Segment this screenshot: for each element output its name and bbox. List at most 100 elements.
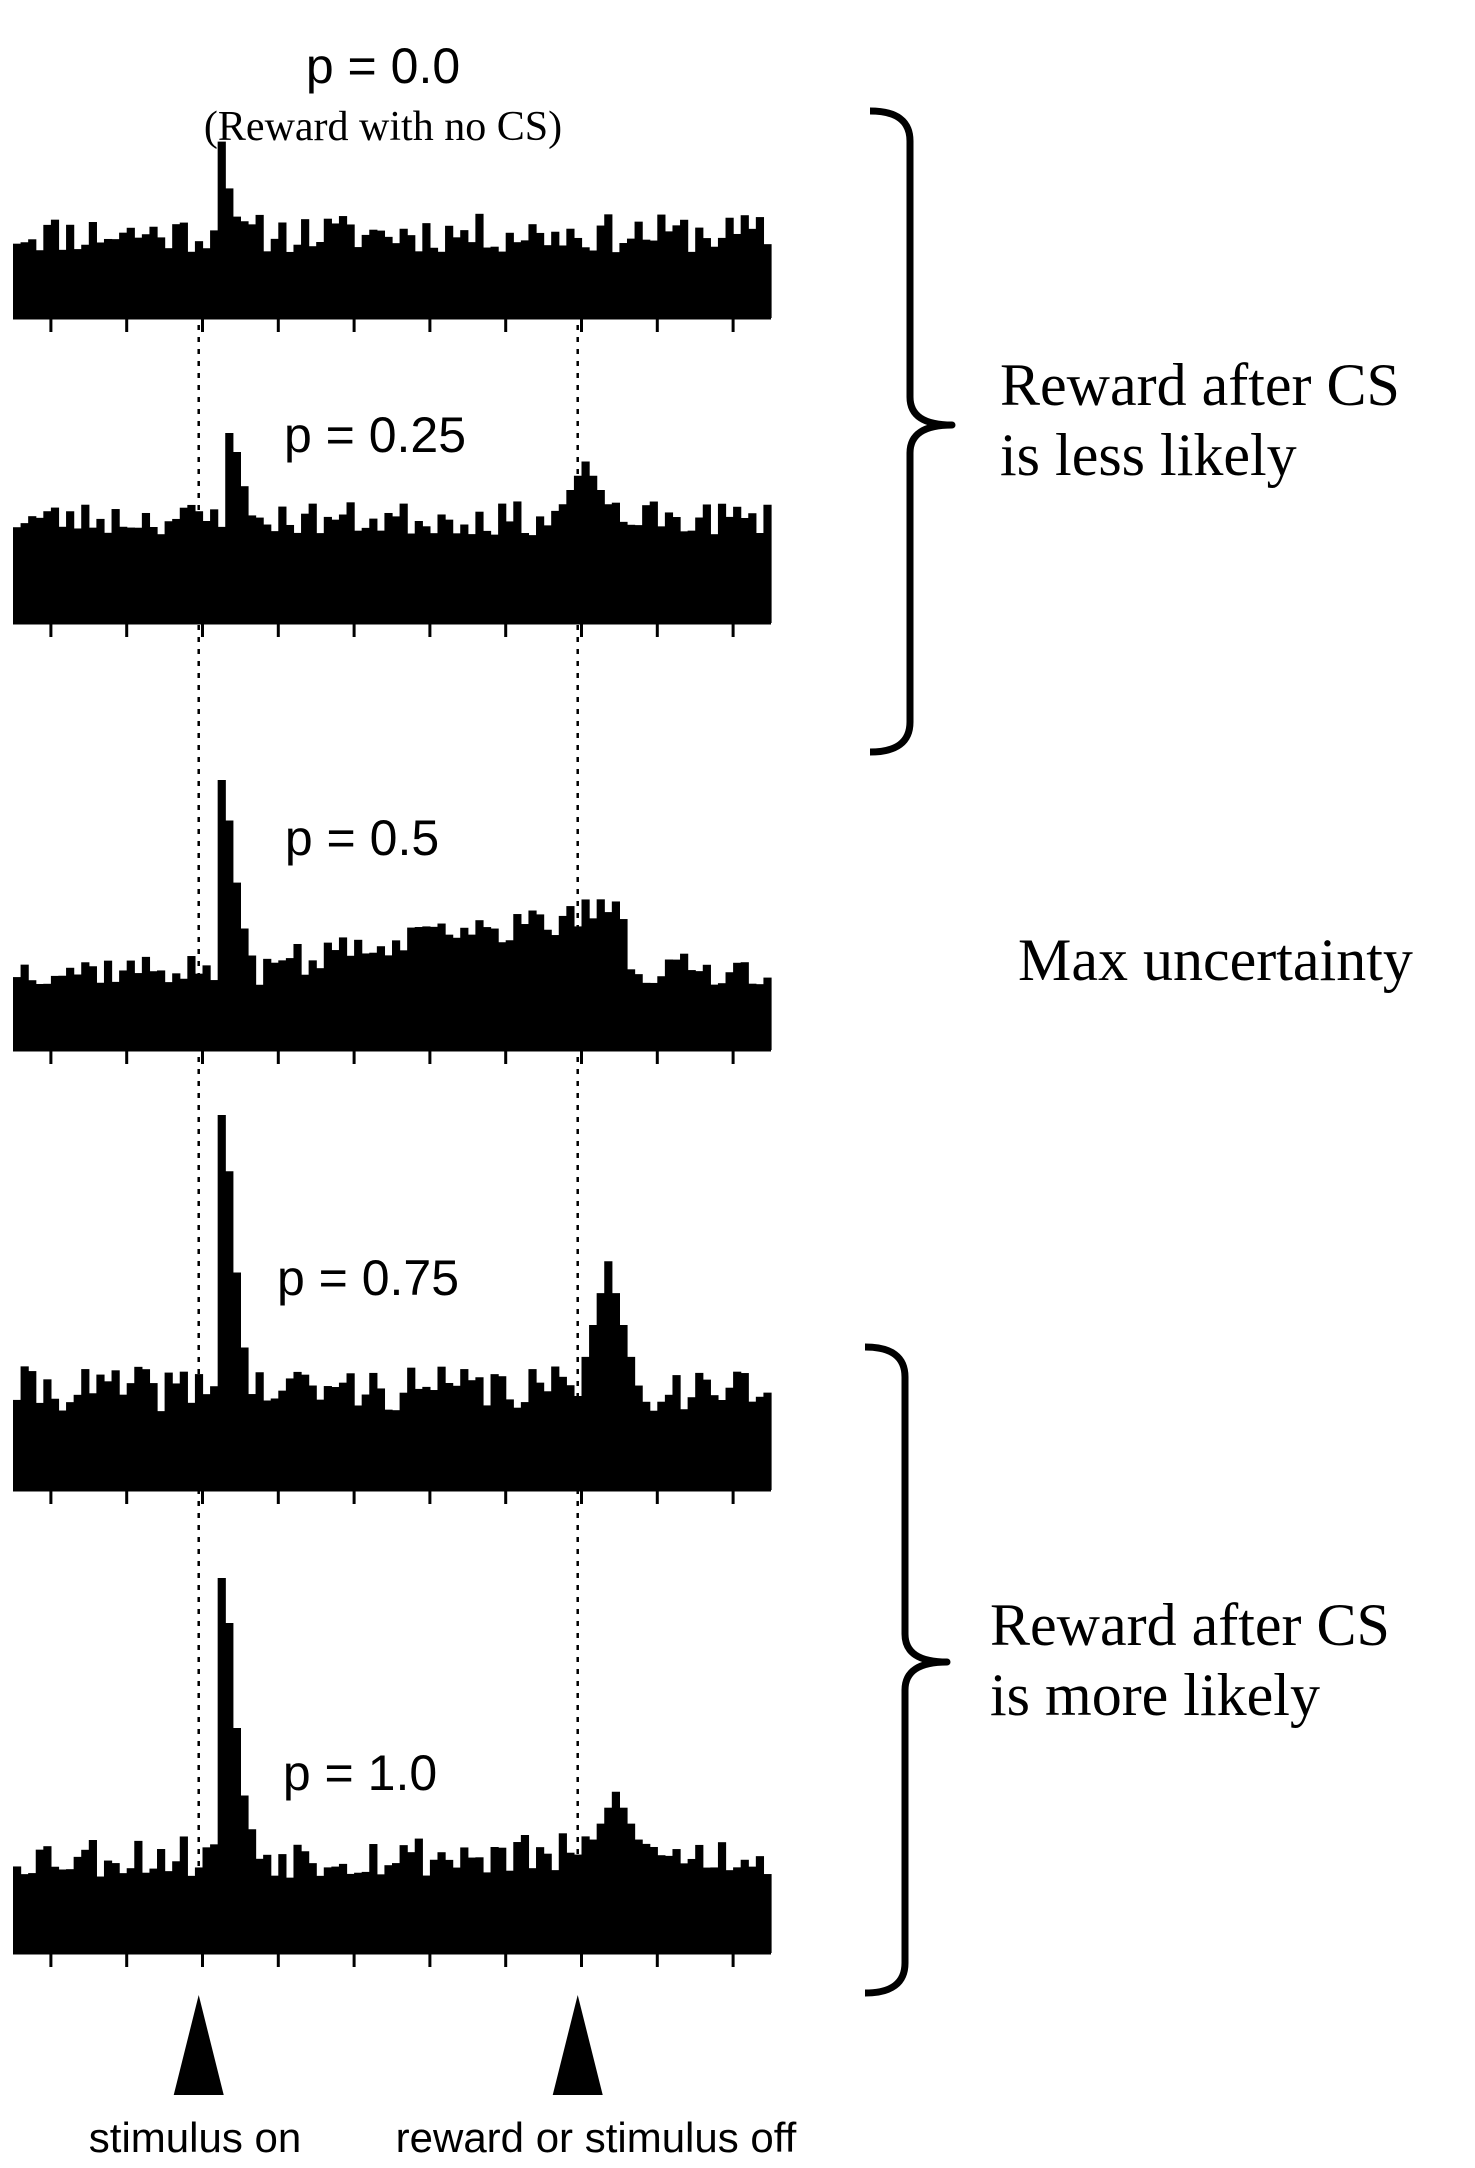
histogram-bar bbox=[429, 1390, 439, 1490]
histogram-bar bbox=[81, 244, 90, 318]
histogram-bar bbox=[73, 249, 82, 318]
histogram-bar bbox=[247, 1394, 257, 1490]
histogram-bar bbox=[20, 1366, 29, 1490]
histogram-bar bbox=[680, 219, 689, 318]
histogram-bar bbox=[285, 958, 295, 1050]
histogram-bar bbox=[194, 1867, 204, 1953]
histogram-bar bbox=[437, 1366, 446, 1490]
histogram-bar bbox=[611, 502, 620, 623]
histogram-bar bbox=[445, 934, 454, 1050]
histogram-bar bbox=[354, 1872, 363, 1953]
histogram-bar bbox=[710, 246, 719, 318]
histogram-bar bbox=[111, 1863, 120, 1953]
histogram-bar bbox=[187, 504, 196, 623]
histogram-panel: p = 0.25 bbox=[13, 407, 772, 637]
histogram-bar bbox=[323, 1867, 332, 1953]
histogram-bar bbox=[717, 503, 727, 623]
histogram-bar bbox=[763, 244, 772, 318]
histogram-bar bbox=[293, 532, 302, 623]
histogram-bar bbox=[702, 238, 711, 318]
histogram-bar bbox=[399, 1845, 408, 1953]
histogram-bar bbox=[445, 519, 454, 623]
histogram-bar bbox=[346, 502, 355, 623]
histogram-bar bbox=[369, 1372, 378, 1490]
histogram-bar bbox=[13, 243, 22, 318]
histogram-bar bbox=[482, 1405, 492, 1490]
histogram-bar bbox=[247, 955, 257, 1050]
histogram-bar bbox=[482, 1872, 492, 1953]
histogram-bar bbox=[149, 1868, 158, 1953]
histogram-bar bbox=[346, 1873, 355, 1953]
histogram-bar bbox=[301, 974, 310, 1050]
histogram-bar bbox=[460, 524, 469, 623]
histogram-bar bbox=[331, 223, 340, 318]
histogram-bar bbox=[316, 242, 325, 318]
histogram-bar bbox=[111, 1370, 120, 1490]
histogram-bar bbox=[225, 1171, 234, 1490]
histogram-bar bbox=[28, 239, 37, 318]
histogram-bar bbox=[247, 1829, 257, 1953]
histogram-bar bbox=[194, 241, 204, 318]
histogram-bar bbox=[475, 1857, 484, 1953]
histogram-bar bbox=[604, 912, 613, 1050]
histogram-bar bbox=[119, 526, 128, 623]
histogram-bar bbox=[187, 1402, 196, 1490]
histogram-bar bbox=[187, 251, 196, 318]
histogram-bar bbox=[452, 533, 461, 623]
histogram-bar bbox=[475, 920, 484, 1050]
histogram-bar bbox=[626, 524, 636, 623]
histogram-bar bbox=[202, 520, 211, 623]
histogram-bar bbox=[429, 1859, 439, 1953]
histogram-bar bbox=[657, 214, 666, 318]
histogram-bar bbox=[308, 960, 317, 1050]
histogram-bar bbox=[733, 1371, 742, 1490]
stimulus-on-label: stimulus on bbox=[89, 2114, 301, 2161]
histogram-bar bbox=[467, 242, 476, 318]
histogram-bar bbox=[619, 919, 628, 1050]
histogram-bar bbox=[725, 972, 734, 1050]
histogram-bar bbox=[35, 250, 44, 318]
histogram-bar bbox=[422, 526, 431, 623]
histogram-bar bbox=[763, 1874, 772, 1953]
histogram-bar bbox=[316, 533, 325, 623]
histogram-bar bbox=[460, 1847, 469, 1953]
histogram-bar bbox=[445, 1859, 454, 1953]
histogram-bar bbox=[293, 1371, 302, 1490]
histogram-bar bbox=[301, 1374, 310, 1490]
histogram-bar bbox=[255, 1372, 264, 1490]
histogram-panels: p = 0.0 (Reward with no CS) p = 0.25 p = 0.… bbox=[13, 38, 772, 1967]
histogram-bar bbox=[748, 1401, 757, 1490]
histogram-bar bbox=[172, 973, 181, 1050]
histogram-bar bbox=[149, 226, 158, 318]
histogram-bar bbox=[134, 973, 143, 1050]
histogram-bar bbox=[376, 946, 386, 1050]
stimulus-on-arrow bbox=[173, 1995, 224, 2095]
histogram-bar bbox=[225, 433, 234, 623]
histogram-bar bbox=[763, 504, 772, 623]
histogram-bar bbox=[210, 1844, 219, 1953]
histogram-bar bbox=[589, 1325, 598, 1490]
histogram-bar bbox=[157, 970, 166, 1050]
histogram-bar bbox=[672, 959, 681, 1050]
histogram-panel: p = 0.0 (Reward with no CS) bbox=[13, 38, 772, 332]
histogram-bar bbox=[13, 527, 22, 623]
histogram-bar bbox=[217, 526, 226, 623]
histogram-bar bbox=[354, 1405, 363, 1490]
histogram-bar bbox=[28, 1873, 37, 1953]
histogram-bar bbox=[338, 937, 348, 1050]
histogram-bar bbox=[179, 222, 188, 318]
histogram-bar bbox=[482, 247, 492, 318]
panel-sublabel: (Reward with no CS) bbox=[204, 104, 562, 150]
histogram-bar bbox=[589, 918, 598, 1050]
histogram-bar bbox=[717, 1842, 727, 1953]
histogram-bar bbox=[376, 1874, 386, 1953]
histogram-bar bbox=[649, 1410, 658, 1490]
histogram-bar bbox=[498, 942, 507, 1050]
histogram-bar bbox=[490, 928, 499, 1050]
histogram-bar bbox=[445, 225, 454, 318]
histogram-bar bbox=[626, 1356, 636, 1491]
histogram-bar bbox=[505, 232, 514, 318]
histogram-bar bbox=[346, 955, 355, 1050]
histogram-bar bbox=[407, 1852, 416, 1953]
histogram-bar bbox=[672, 1375, 681, 1490]
